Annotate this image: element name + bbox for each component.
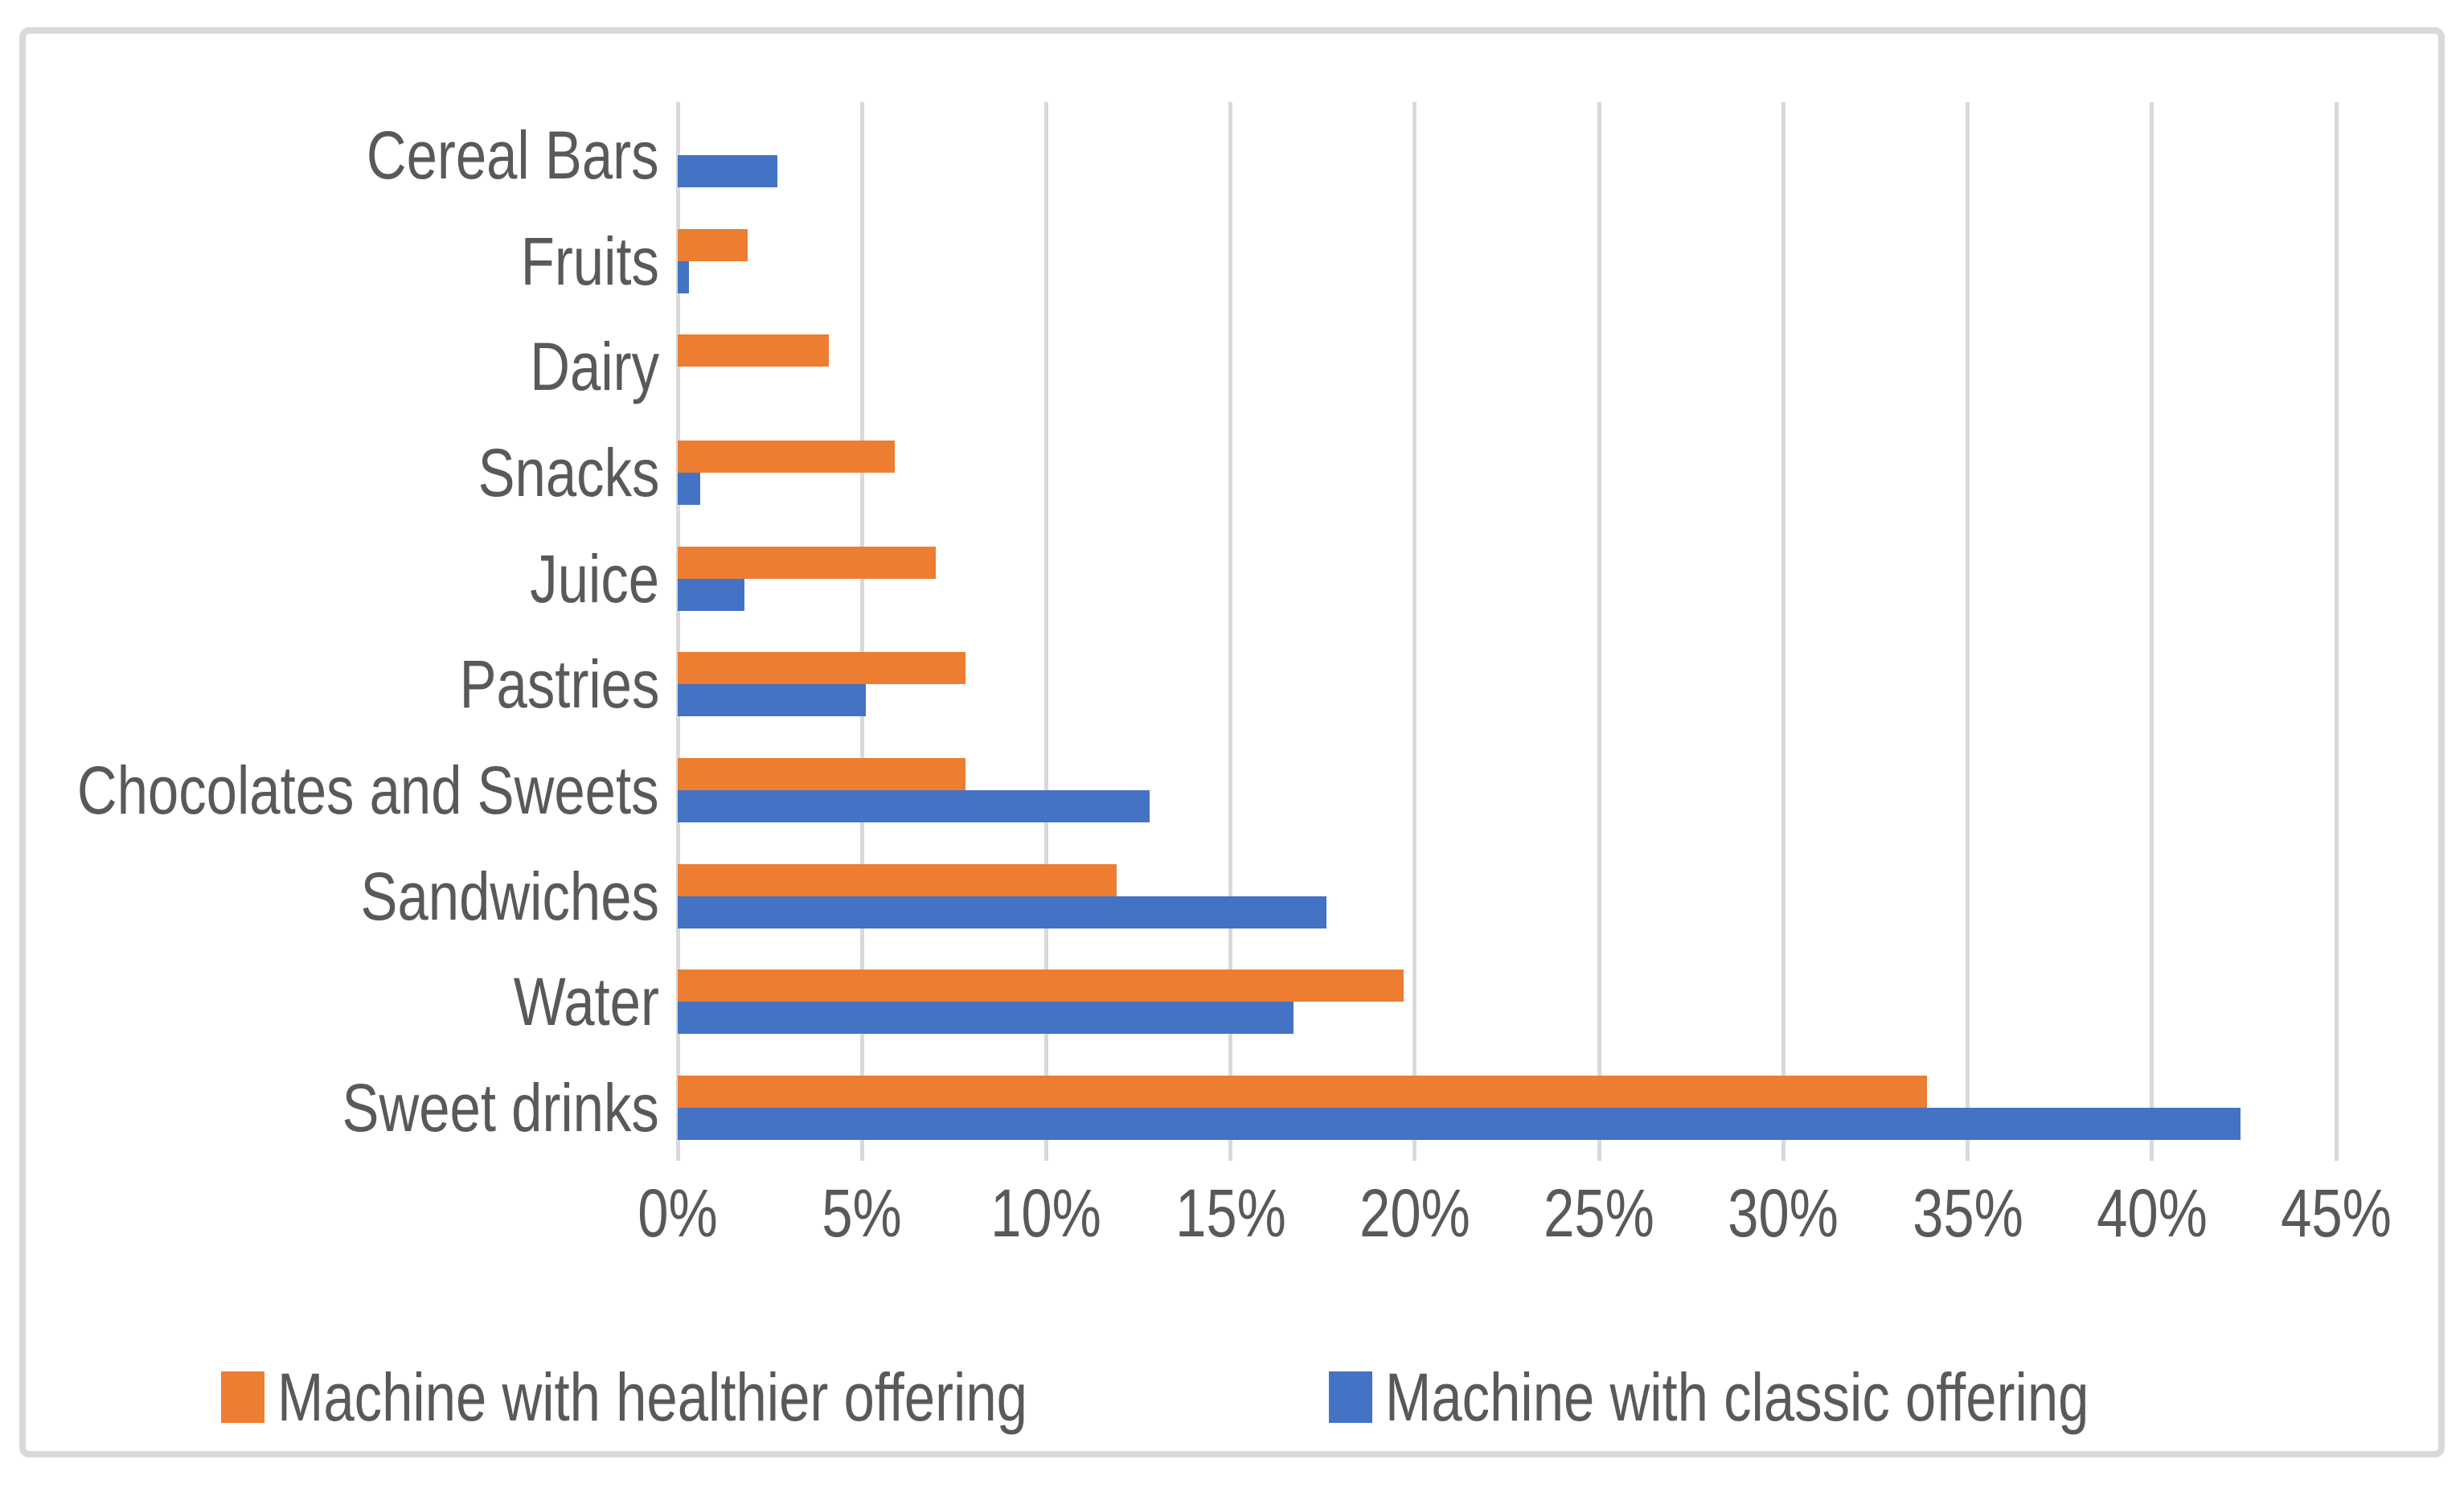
- bar-healthier-4: [678, 546, 936, 579]
- gridline: [2150, 102, 2154, 1161]
- gridline: [1597, 102, 1601, 1161]
- gridline: [1966, 102, 1970, 1161]
- gridline: [2334, 102, 2339, 1161]
- bar-classic-0: [678, 154, 777, 187]
- category-label: Sandwiches: [360, 858, 659, 934]
- bar-healthier-9: [678, 1076, 1928, 1109]
- bar-healthier-1: [678, 228, 748, 261]
- legend-swatch-healthier-icon: [220, 1371, 264, 1423]
- bar-classic-3: [678, 472, 700, 505]
- bar-classic-9: [678, 1108, 2241, 1141]
- category-label: Juice: [530, 540, 659, 617]
- gridline: [859, 102, 864, 1161]
- gridline: [1228, 102, 1233, 1161]
- bar-healthier-8: [678, 969, 1404, 1002]
- category-label: Fruits: [520, 223, 659, 299]
- legend-item-classic: Machine with classic offering: [1328, 1357, 2244, 1437]
- bar-classic-8: [678, 1002, 1293, 1035]
- bar-classic-6: [678, 790, 1150, 823]
- legend-swatch-classic-icon: [1328, 1371, 1372, 1423]
- bar-classic-7: [678, 896, 1326, 928]
- legend-label-healthier: Machine with healthier offering: [277, 1359, 1027, 1435]
- bar-healthier-2: [678, 334, 829, 367]
- legend-item-healthier: Machine with healthier offering: [220, 1357, 1192, 1437]
- category-label: Snacks: [478, 434, 659, 510]
- bar-healthier-3: [678, 440, 896, 473]
- gridline: [1781, 102, 1785, 1161]
- category-label: Chocolates and Sweets: [77, 752, 659, 829]
- category-label: Cereal Bars: [367, 117, 659, 193]
- category-label: Dairy: [530, 329, 659, 405]
- gridline: [1412, 102, 1417, 1161]
- plot-area: [675, 102, 2384, 1161]
- bar-healthier-7: [678, 863, 1117, 896]
- bar-classic-1: [678, 260, 689, 293]
- category-label: Water: [513, 964, 659, 1040]
- legend: Machine with healthier offering Machine …: [0, 1357, 2464, 1437]
- gridline: [1043, 102, 1048, 1161]
- bar-healthier-6: [678, 758, 966, 791]
- gridline: [675, 102, 680, 1161]
- bar-classic-4: [678, 578, 744, 611]
- bar-classic-5: [678, 684, 866, 717]
- legend-label-classic: Machine with classic offering: [1384, 1359, 2089, 1435]
- category-label: Pastries: [459, 646, 659, 723]
- bar-healthier-5: [678, 652, 966, 685]
- category-label: Sweet drinks: [342, 1070, 659, 1146]
